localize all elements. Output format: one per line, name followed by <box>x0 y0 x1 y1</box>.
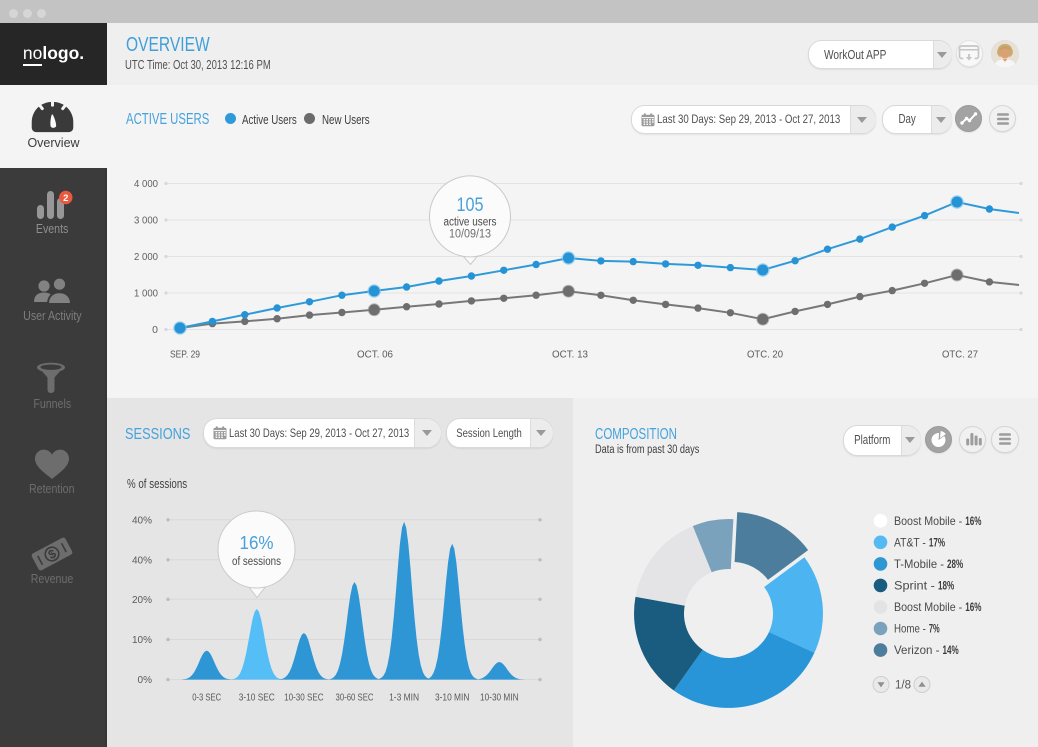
svg-text:18%: 18% <box>938 578 954 592</box>
svg-text:3 000: 3 000 <box>134 215 158 227</box>
svg-text:17%: 17% <box>929 535 945 549</box>
svg-text:28%: 28% <box>947 557 963 571</box>
svg-text:1-3 MIN: 1-3 MIN <box>389 692 419 704</box>
svg-text:T-Mobile -: T-Mobile - <box>894 557 944 571</box>
svg-text:14%: 14% <box>943 643 959 657</box>
svg-text:10/09/13: 10/09/13 <box>449 229 491 241</box>
svg-text:active users: active users <box>444 217 497 229</box>
svg-text:0-3 SEC: 0-3 SEC <box>192 692 221 704</box>
svg-text:20%: 20% <box>132 595 152 606</box>
svg-text:2 000: 2 000 <box>134 251 158 263</box>
svg-text:1 000: 1 000 <box>134 288 158 300</box>
svg-text:4 000: 4 000 <box>134 178 158 190</box>
svg-text:16%: 16% <box>240 533 274 553</box>
svg-text:16%: 16% <box>965 514 981 528</box>
svg-text:40%: 40% <box>132 515 152 526</box>
svg-text:10-30 SEC: 10-30 SEC <box>284 692 324 704</box>
svg-text:16%: 16% <box>965 600 981 614</box>
svg-text:2: 2 <box>63 193 68 204</box>
svg-text:Home -: Home - <box>894 622 926 636</box>
svg-text:1/8: 1/8 <box>895 680 911 692</box>
svg-text:30-60 SEC: 30-60 SEC <box>336 692 374 704</box>
svg-text:Sprint -: Sprint - <box>894 578 935 592</box>
svg-text:10-30 MIN: 10-30 MIN <box>480 692 519 704</box>
svg-text:OTC. 27: OTC. 27 <box>942 349 978 361</box>
svg-text:Boost Mobile -: Boost Mobile - <box>894 514 962 528</box>
svg-text:105: 105 <box>457 195 484 216</box>
svg-text:40%: 40% <box>132 555 152 566</box>
svg-text:0%: 0% <box>138 675 153 686</box>
svg-text:0: 0 <box>152 324 158 336</box>
svg-text:10%: 10% <box>132 635 152 646</box>
svg-text:AT&T -: AT&T - <box>894 535 926 549</box>
svg-text:OTC. 20: OTC. 20 <box>747 349 783 361</box>
svg-text:Verizon -: Verizon - <box>894 643 940 657</box>
svg-text:Boost Mobile -: Boost Mobile - <box>894 600 962 614</box>
svg-text:OCT. 13: OCT. 13 <box>552 349 588 361</box>
svg-text:SEP. 29: SEP. 29 <box>170 349 200 361</box>
svg-text:7%: 7% <box>929 622 940 636</box>
svg-text:3-10 SEC: 3-10 SEC <box>239 692 275 704</box>
svg-text:OCT. 06: OCT. 06 <box>357 349 393 361</box>
svg-text:of sessions: of sessions <box>232 556 281 568</box>
svg-text:3-10 MIN: 3-10 MIN <box>435 692 470 704</box>
